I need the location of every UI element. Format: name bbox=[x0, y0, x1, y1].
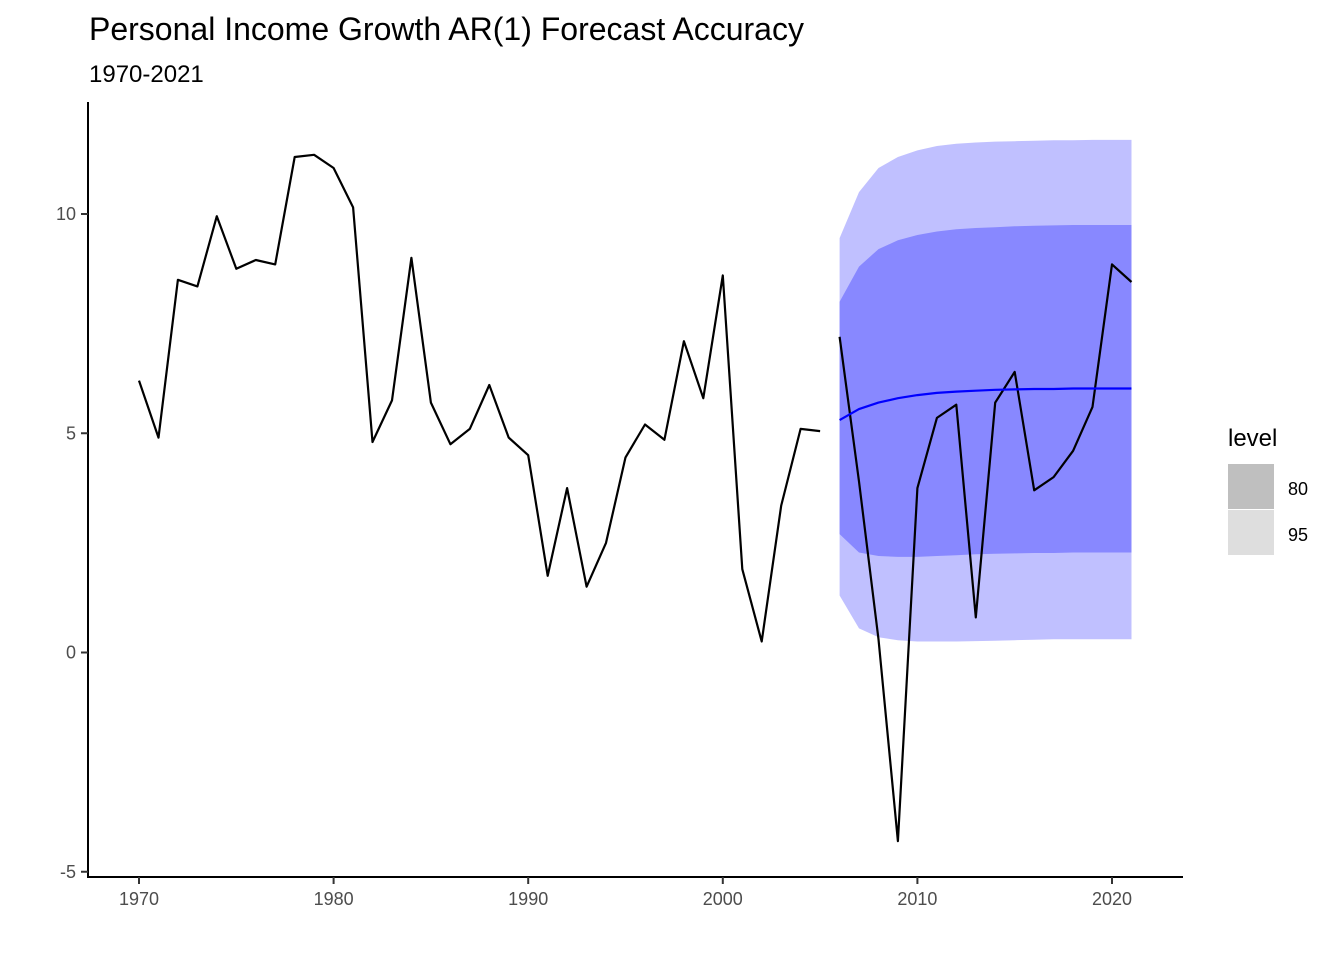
legend: level 80 95 bbox=[1228, 425, 1308, 555]
x-tick-label: 2000 bbox=[703, 889, 743, 909]
legend-title: level bbox=[1228, 425, 1277, 452]
plot-area bbox=[137, 139, 1133, 843]
legend-key-95 bbox=[1228, 510, 1274, 555]
x-tick-label: 1990 bbox=[508, 889, 548, 909]
y-tick-label: 10 bbox=[56, 204, 76, 224]
chart-subtitle: 1970-2021 bbox=[89, 61, 204, 88]
x-tick-label: 2020 bbox=[1092, 889, 1132, 909]
series-line-history bbox=[137, 153, 821, 643]
y-tick-label: -5 bbox=[60, 862, 76, 882]
legend-key-80 bbox=[1228, 464, 1274, 509]
y-tick-label: 0 bbox=[66, 643, 76, 663]
x-tick-label: 1970 bbox=[119, 889, 159, 909]
legend-label-95: 95 bbox=[1288, 525, 1308, 545]
series-line-actual bbox=[838, 263, 1133, 843]
x-tick-label: 2010 bbox=[897, 889, 937, 909]
series-line-forecast bbox=[839, 387, 1132, 422]
axes: -5 0 5 10 1970 1980 1990 2000 2010 2020 bbox=[56, 102, 1183, 909]
x-tick-label: 1980 bbox=[314, 889, 354, 909]
chart-title: Personal Income Growth AR(1) Forecast Ac… bbox=[89, 11, 804, 47]
y-tick-label: 5 bbox=[66, 423, 76, 443]
legend-label-80: 80 bbox=[1288, 479, 1308, 499]
